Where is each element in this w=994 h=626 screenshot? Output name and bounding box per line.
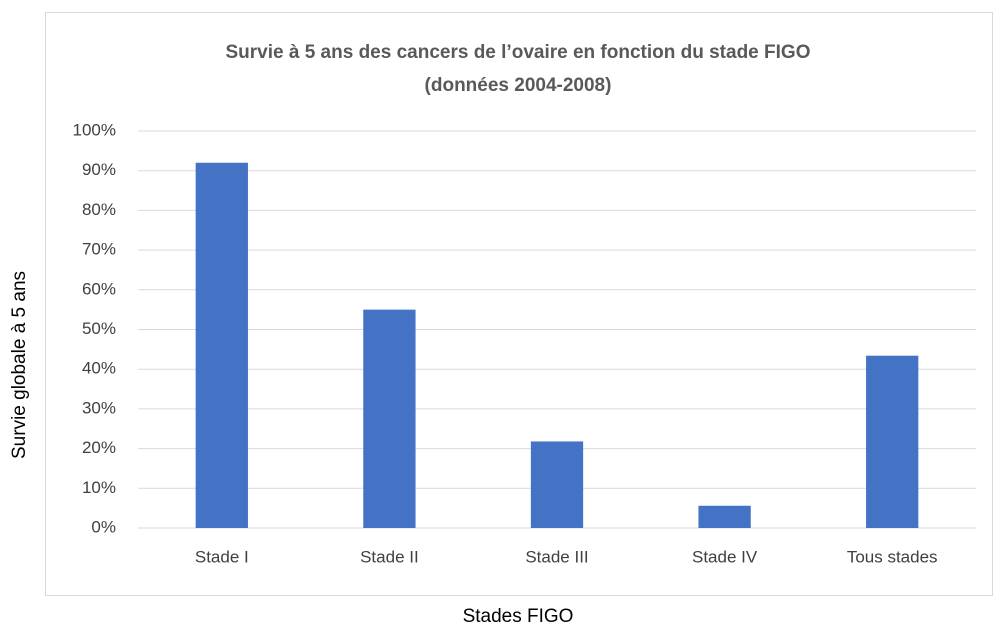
- y-tick-label: 0%: [91, 517, 116, 536]
- bar: [530, 441, 584, 528]
- x-tick-label: Tous stades: [847, 547, 938, 566]
- x-tick-label: Stade II: [360, 547, 419, 566]
- x-tick-label: Stade III: [525, 547, 588, 566]
- bar: [866, 355, 919, 528]
- chart-title: Survie à 5 ans des cancers de l’ovaire e…: [226, 42, 811, 63]
- y-tick-label: 50%: [82, 319, 116, 338]
- chart-frame: [45, 12, 993, 596]
- y-tick-label: 30%: [82, 398, 116, 417]
- x-tick-label: Stade IV: [692, 547, 758, 566]
- bar: [363, 309, 416, 528]
- y-tick-label: 20%: [82, 438, 116, 457]
- bar: [698, 505, 751, 528]
- y-tick-label: 90%: [82, 160, 116, 179]
- y-tick-label: 70%: [82, 240, 116, 259]
- y-tick-label: 10%: [82, 478, 116, 497]
- y-tick-label: 40%: [82, 359, 116, 378]
- chart-subtitle: (données 2004-2008): [425, 75, 612, 96]
- y-axis-title: Survie globale à 5 ans: [9, 271, 30, 459]
- x-tick-label: Stade I: [195, 547, 249, 566]
- y-tick-label: 80%: [82, 200, 116, 219]
- bar: [195, 162, 248, 528]
- x-axis-title: Stades FIGO: [463, 606, 574, 626]
- y-tick-label: 60%: [82, 279, 116, 298]
- y-tick-label: 100%: [73, 120, 116, 139]
